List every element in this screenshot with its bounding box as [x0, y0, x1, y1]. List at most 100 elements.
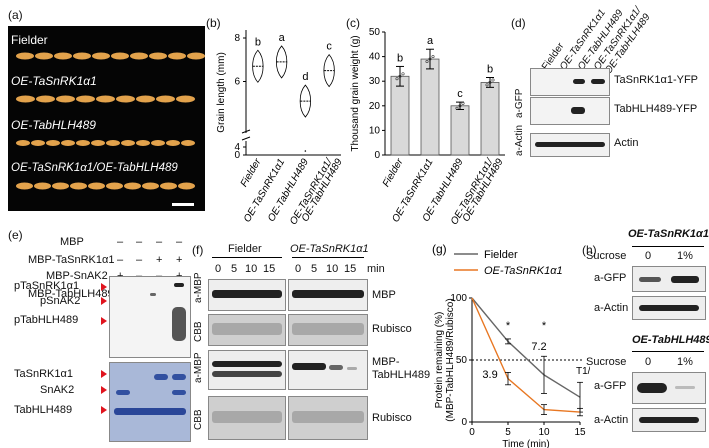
blot-f-mbp-2: [288, 279, 368, 311]
e-row-label-2: MBP-SnAK2: [46, 270, 108, 282]
band-label-snrk: TaSnRK1α1-YFP: [614, 74, 699, 86]
panel-letter-b: (b): [206, 16, 221, 30]
b-ytick-8: 8: [234, 33, 240, 44]
blot-d-actin: [530, 133, 610, 157]
series-line-0: [471, 297, 581, 398]
e-cell-1-1: –: [136, 254, 143, 266]
degradation-line-chart: (g) Fielder OE-TaSnRK1α1 0 50 100 0 5 10 15 Time (…: [432, 242, 590, 448]
c-ytick-50: 50: [369, 27, 381, 38]
bar-1: [420, 58, 440, 156]
c-ytick-40: 40: [369, 52, 381, 63]
e-cell-0-1: –: [136, 236, 143, 248]
e-row-label-3: MBP-TabHLH489: [28, 288, 114, 300]
blot-h-actin2: [632, 408, 706, 432]
b-letter-3: c: [326, 41, 332, 53]
g-anno-39: 3.9: [482, 369, 497, 381]
bar-chart: 0 10 20 30 40 50 Thousand grain weight (g) b Fie…: [350, 27, 506, 227]
scale-bar: [172, 203, 194, 206]
blot-h-gfp1: [632, 266, 706, 292]
g-star-1: *: [506, 320, 511, 332]
grain-row-label-2: OE-TaSnRK1α1: [11, 74, 97, 88]
bar-2: [450, 105, 470, 156]
c-letter-2: c: [457, 88, 463, 100]
blot-d-gfp1: [530, 68, 610, 96]
band-label-bhlh: TabHLH489-YFP: [614, 103, 698, 115]
b-letter-0: b: [255, 36, 261, 48]
band-label-actin: Actin: [614, 137, 639, 149]
antibody-actin-label: a-Actin: [514, 124, 525, 156]
grain-3-7: [142, 182, 159, 190]
grain-1-1: [36, 95, 55, 103]
grain-1-4: [96, 95, 115, 103]
grain-row-label-4: OE-TaSnRK1α1/OE-TabHLH489: [11, 162, 178, 174]
panel-letter-d: (d): [511, 16, 526, 30]
grain-2-8: [136, 140, 150, 146]
h-actin-2: a-Actin: [594, 414, 629, 426]
grain-1-8: [176, 95, 195, 103]
f-side-label-3: a-MBP: [193, 352, 204, 383]
blot-f-rub-2: [288, 314, 368, 346]
c-letter-3: b: [487, 64, 493, 76]
e-cell-1-0: –: [117, 254, 124, 266]
h-sucrose-1: Sucrose: [586, 250, 627, 262]
c-ylabel: Thousand grain weight (g): [350, 35, 361, 151]
c-letter-1: a: [427, 35, 434, 47]
grain-1-7: [156, 95, 175, 103]
panel-letter-e: (e): [8, 228, 23, 242]
b-xlabel-0: Fielder: [239, 156, 264, 189]
g-ytick-100: 100: [450, 293, 467, 304]
e-row-label-1: MBP-TaSnRK1α1: [28, 254, 115, 266]
e-top-label-1: pTaSnRK1α1: [14, 280, 80, 292]
h-gfp-1: a-GFP: [594, 272, 627, 284]
g-xtick-10: 10: [538, 427, 550, 438]
grain-2-6: [106, 140, 120, 146]
b-letter-1: a: [279, 32, 286, 44]
blot-f-bhlh-2: [288, 350, 368, 390]
grain-0-9: [187, 52, 205, 60]
h-conc-1b: 1%: [677, 250, 693, 262]
grain-0-7: [149, 52, 167, 60]
h-title-2: OE-TabHLH489: [632, 334, 709, 346]
f-right-label-4: TabHLH489: [372, 369, 431, 381]
e-top-label-3: pTabHLH489: [14, 314, 79, 326]
c-ytick-10: 10: [369, 125, 381, 136]
f-time-8: 15: [344, 263, 357, 275]
e-cell-0-0: –: [117, 236, 124, 248]
grain-2-11: [181, 140, 195, 146]
f-time-5: 0: [295, 263, 302, 275]
e-cell-0-3: –: [176, 236, 183, 248]
grain-3-1: [34, 182, 51, 190]
c-ytick-0: 0: [374, 150, 380, 161]
b-ytick-4: 4: [234, 142, 240, 153]
grain-2-2: [46, 140, 60, 146]
grain-3-0: [16, 182, 33, 190]
blot-h-actin1: [632, 296, 706, 320]
e-bottom-label-3: TabHLH489: [14, 404, 73, 416]
antibody-gfp-label: a-GFP: [514, 88, 525, 118]
grain-0-4: [92, 52, 110, 60]
g-ylabel2: (MBP-TabHLH489/Rubisco): [445, 298, 456, 421]
grain-3-4: [88, 182, 105, 190]
c-letter-0: b: [397, 52, 403, 64]
b-ytick-6: 6: [234, 77, 240, 88]
h-actin-1: a-Actin: [594, 302, 629, 314]
legend-label-1: OE-TaSnRK1α1: [484, 265, 563, 277]
blot-f-rub-1: [208, 314, 286, 346]
grain-2-0: [16, 140, 30, 146]
f-side-label-1: a-MBP: [193, 272, 204, 303]
f-right-label-5: Rubisco: [372, 412, 412, 424]
grain-0-2: [54, 52, 72, 60]
g-xlabel: Time (min): [502, 439, 549, 448]
grain-3-8: [160, 182, 177, 190]
grain-2-3: [61, 140, 75, 146]
e-cell-1-3: +: [176, 254, 183, 266]
blot-f-rub-3: [208, 396, 286, 440]
b-ylabel: Grain length (mm): [216, 52, 227, 133]
grain-1-2: [56, 95, 75, 103]
grain-3-6: [124, 182, 141, 190]
f-group-fielder: Fielder: [228, 243, 262, 255]
f-time-7: 10: [326, 263, 339, 275]
grain-3-5: [106, 182, 123, 190]
blot-e-top: [109, 276, 191, 358]
